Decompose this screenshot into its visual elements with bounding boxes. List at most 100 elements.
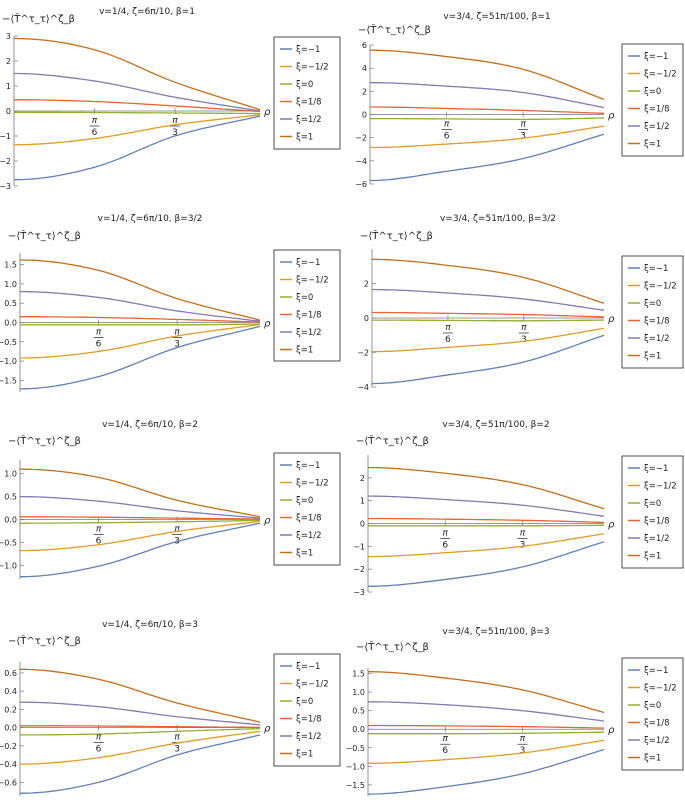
legend-label: ξ=−1/2 bbox=[296, 63, 329, 73]
y-tick-label: 1.5 bbox=[4, 261, 17, 270]
x-tick-label-denominator: 6 bbox=[442, 541, 448, 551]
y-tick-label: 0.6 bbox=[4, 669, 17, 678]
series-line-2 bbox=[20, 323, 261, 359]
y-tick-label: −1 bbox=[0, 132, 11, 141]
x-tick-label-numerator: π bbox=[520, 734, 526, 744]
legend-label: ξ=−1 bbox=[296, 662, 320, 672]
series-line-4 bbox=[368, 517, 605, 524]
series-line-4 bbox=[20, 725, 261, 729]
y-tick-label: 0.2 bbox=[4, 705, 17, 714]
series-line-5 bbox=[368, 701, 605, 722]
series-line-4 bbox=[20, 516, 260, 520]
legend: ξ=−1 ξ=−1/2 ξ=0 ξ=1/8 ξ=1/2 ξ=1 bbox=[273, 249, 341, 362]
x-axis-label: ρ bbox=[264, 724, 271, 735]
series-line-3 bbox=[20, 323, 261, 326]
legend-label: ξ=1/2 bbox=[644, 534, 670, 544]
chart-panel-6: v=3/4, ζ=51π/100, β=2 −⟨T̂^τ_τ⟩^ζ_β 2 1 0 −1 −… bbox=[353, 420, 684, 597]
x-tick-label-denominator: 6 bbox=[96, 537, 102, 547]
y-axis-label: −⟨T̂^τ_τ⟩^ζ_β bbox=[356, 640, 429, 653]
y-tick-label: 1.0 bbox=[4, 470, 17, 479]
y-tick-label: 6 bbox=[362, 41, 367, 50]
series-line-5 bbox=[371, 288, 605, 311]
series-line-2 bbox=[372, 327, 605, 353]
y-tick-label: −2 bbox=[357, 349, 369, 358]
y-tick-label: 2 bbox=[364, 280, 369, 289]
legend-box bbox=[273, 249, 341, 362]
x-axis-label: ρ bbox=[608, 314, 615, 325]
series-line-1 bbox=[20, 325, 261, 390]
legend-label: ξ=0 bbox=[296, 697, 313, 707]
series-line-4 bbox=[20, 316, 261, 323]
series-line-1 bbox=[19, 734, 261, 794]
chart-title: v=3/4, ζ=51π/100, β=3 bbox=[442, 627, 549, 637]
x-tick-label-numerator: π bbox=[174, 733, 180, 743]
chart-title: v=3/4, ζ=51π/100, β=2 bbox=[442, 420, 549, 430]
y-tick-label: 1.5 bbox=[352, 670, 365, 679]
legend-box bbox=[273, 653, 341, 767]
series-line-3 bbox=[20, 727, 261, 736]
chart-title: v=3/4, ζ=51π/100, β=1 bbox=[443, 12, 550, 22]
x-tick-label-numerator: π bbox=[443, 529, 449, 539]
legend-label: ξ=0 bbox=[644, 701, 661, 711]
legend-box bbox=[273, 452, 341, 566]
chart-title: v=1/4, ζ=6π/10, β=3 bbox=[102, 620, 198, 630]
y-axis-label: −⟨T̂^τ_τ⟩^ζ_β bbox=[360, 229, 433, 242]
y-tick-label: 0.0 bbox=[352, 725, 365, 734]
x-tick-label-denominator: 3 bbox=[520, 746, 526, 756]
legend-label: ξ=1/8 bbox=[296, 514, 322, 524]
y-tick-label: 3 bbox=[6, 32, 11, 41]
y-axis-label: −⟨T̂^τ_τ⟩^ζ_β bbox=[8, 434, 81, 447]
legend-label: ξ=−1 bbox=[644, 666, 668, 676]
y-axis-label: −⟨T̂^τ_τ⟩^ζ_β bbox=[358, 23, 431, 36]
y-tick-label: −1.0 bbox=[346, 762, 365, 771]
x-tick-label-denominator: 3 bbox=[520, 132, 526, 142]
x-tick-label-numerator: π bbox=[520, 529, 526, 539]
chart-panel-5: v=1/4, ζ=6π/10, β=2 −⟨T̂^τ_τ⟩^ζ_β 1.0 0.5 0.… bbox=[0, 420, 341, 579]
series-line-5 bbox=[369, 81, 605, 109]
series-line-2 bbox=[20, 520, 261, 552]
x-tick-label-numerator: π bbox=[521, 323, 527, 333]
series-line-1 bbox=[20, 522, 261, 578]
legend-label: ξ=1/2 bbox=[644, 736, 670, 746]
chart-title: v=1/4, ζ=6π/10, β=2 bbox=[102, 420, 198, 430]
series-line-6 bbox=[372, 258, 605, 304]
x-axis-label: ρ bbox=[608, 111, 615, 122]
legend-label: ξ=0 bbox=[296, 293, 313, 303]
y-tick-label: 1.0 bbox=[4, 280, 17, 289]
legend-label: ξ=−1/2 bbox=[644, 684, 677, 694]
series-line-2 bbox=[370, 125, 605, 149]
legend-label: ξ=−1 bbox=[296, 461, 320, 471]
legend-label: ξ=1/8 bbox=[644, 719, 670, 729]
series-line-3 bbox=[370, 117, 604, 121]
x-tick-label-denominator: 3 bbox=[174, 745, 180, 755]
series-line-3 bbox=[20, 519, 261, 524]
y-tick-label: −2 bbox=[353, 565, 365, 574]
series-line-6 bbox=[14, 37, 261, 111]
y-tick-label: −3 bbox=[353, 588, 365, 597]
legend: ξ=−1 ξ=−1/2 ξ=0 ξ=1/8 ξ=1/2 ξ=1 bbox=[273, 653, 341, 767]
x-tick-label-denominator: 6 bbox=[442, 746, 448, 756]
legend: ξ=−1 ξ=−1/2 ξ=0 ξ=1/8 ξ=1/2 ξ=1 bbox=[273, 452, 341, 566]
y-tick-label: −1.5 bbox=[346, 781, 365, 790]
legend-box bbox=[621, 455, 684, 569]
series-line-4 bbox=[368, 724, 605, 729]
y-tick-label: 2 bbox=[360, 474, 365, 483]
series-line-5 bbox=[368, 495, 605, 517]
y-tick-label: 4 bbox=[362, 64, 367, 73]
series-line-5 bbox=[20, 701, 261, 726]
x-tick-label-denominator: 6 bbox=[92, 128, 98, 138]
x-tick-label-numerator: π bbox=[96, 328, 102, 338]
legend-label: ξ=−1/2 bbox=[296, 680, 329, 690]
chart-panel-3: v=1/4, ζ=6π/10, β=3/2 −⟨T̂^τ_τ⟩^ζ_β 1.5 1.0… bbox=[0, 214, 341, 392]
series-line-2 bbox=[367, 739, 605, 765]
y-tick-label: −0.4 bbox=[0, 760, 17, 769]
x-tick-label-denominator: 3 bbox=[520, 541, 526, 551]
legend: ξ=−1 ξ=−1/2 ξ=0 ξ=1/8 ξ=1/2 ξ=1 bbox=[621, 455, 684, 569]
series-line-1 bbox=[368, 541, 605, 587]
x-tick-label-numerator: π bbox=[443, 734, 449, 744]
legend-label: ξ=1/8 bbox=[644, 517, 670, 527]
chart-panel-7: v=1/4, ζ=6π/10, β=3 −⟨T̂^τ_τ⟩^ζ_β 0.6 0.4 0.… bbox=[0, 620, 341, 796]
y-axis-label: −⟨T̂^τ_τ⟩^ζ_β bbox=[8, 229, 81, 242]
y-axis-label: −⟨T̂^τ_τ⟩^ζ_β bbox=[2, 12, 75, 25]
series-line-6 bbox=[20, 668, 261, 723]
